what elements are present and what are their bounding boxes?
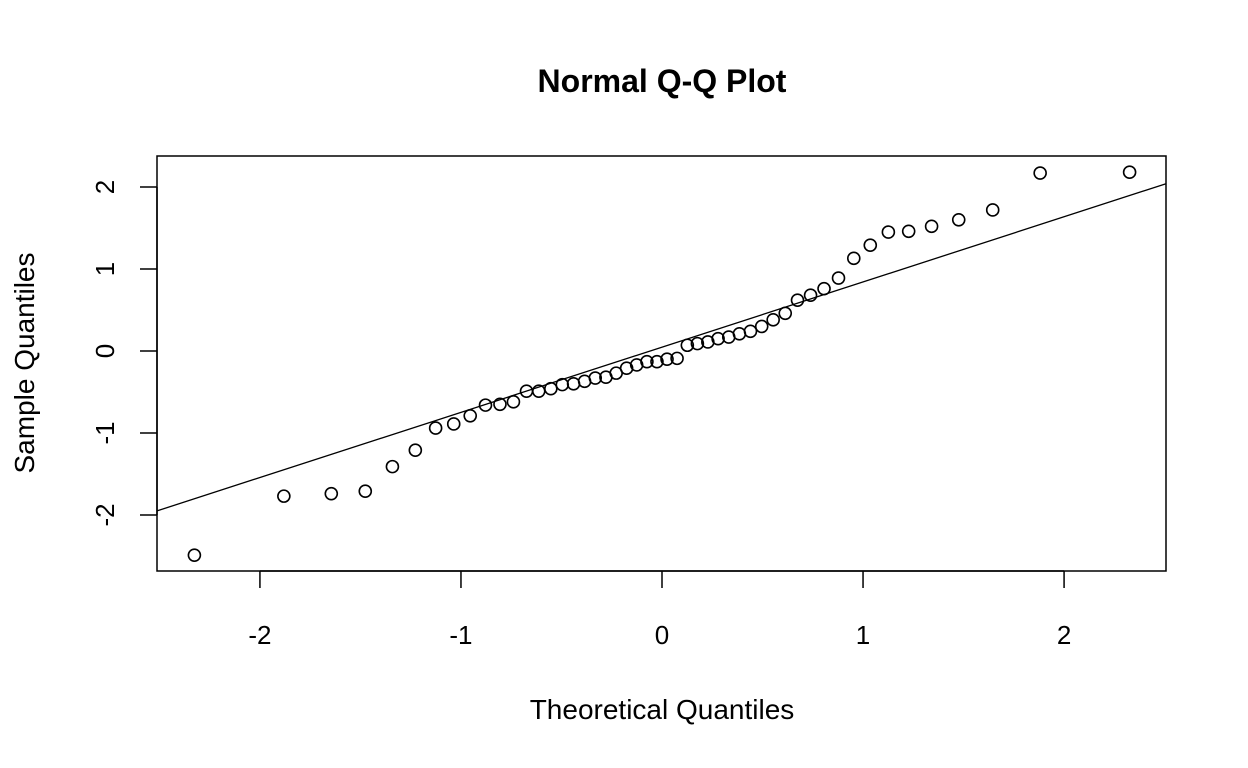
chart-title: Normal Q-Q Plot xyxy=(538,63,787,99)
data-point xyxy=(711,331,725,346)
data-point xyxy=(985,203,1000,217)
y-tick-label: -1 xyxy=(90,421,120,444)
data-point xyxy=(743,324,758,339)
data-point xyxy=(790,293,805,307)
data-point xyxy=(187,548,202,562)
y-tick-label: -2 xyxy=(90,503,120,526)
plot-frame xyxy=(156,155,1167,572)
y-tick-label: 0 xyxy=(90,344,120,358)
data-point xyxy=(640,354,654,369)
x-tick-label: -1 xyxy=(449,620,472,650)
x-tick-label: 1 xyxy=(856,620,870,650)
data-point xyxy=(670,351,684,366)
data-point xyxy=(650,354,664,369)
y-tick-label: 2 xyxy=(90,180,120,194)
x-axis: -2 -1 0 1 2 xyxy=(248,570,1071,650)
data-point xyxy=(506,395,521,409)
x-tick-label: -2 xyxy=(248,620,271,650)
data-point xyxy=(463,408,478,423)
y-axis: -2 -1 0 1 2 xyxy=(90,180,158,527)
data-point xyxy=(446,417,461,431)
data-point xyxy=(324,486,339,501)
qq-reference-line xyxy=(156,183,1167,512)
data-point xyxy=(846,251,861,266)
data-point xyxy=(831,271,846,285)
data-point xyxy=(1122,165,1137,180)
data-point xyxy=(732,326,747,341)
data-point xyxy=(478,398,493,412)
x-axis-label: Theoretical Quantiles xyxy=(530,694,795,725)
data-point xyxy=(1033,166,1047,180)
data-point xyxy=(817,281,831,296)
data-point xyxy=(690,336,705,351)
data-point xyxy=(358,484,373,499)
data-point xyxy=(778,306,793,321)
data-point xyxy=(951,212,966,227)
x-tick-label: 2 xyxy=(1057,620,1071,650)
data-point xyxy=(566,376,581,391)
data-point xyxy=(803,288,818,303)
data-point xyxy=(555,377,570,392)
data-point xyxy=(385,459,400,474)
data-point xyxy=(754,319,769,334)
data-point xyxy=(901,224,916,239)
data-point xyxy=(881,225,896,239)
data-point xyxy=(428,421,443,435)
data-point xyxy=(277,489,291,503)
data-point xyxy=(408,443,423,458)
y-tick-label: 1 xyxy=(90,262,120,276)
y-axis-label: Sample Quantiles xyxy=(9,252,40,473)
data-point xyxy=(766,313,780,327)
plot-marks xyxy=(156,165,1167,562)
data-point xyxy=(493,397,507,412)
data-point xyxy=(680,338,695,353)
data-point xyxy=(660,352,674,366)
data-point xyxy=(924,219,939,234)
data-point xyxy=(863,238,878,253)
data-point xyxy=(544,381,558,396)
data-point xyxy=(588,371,603,385)
x-tick-label: 0 xyxy=(655,620,669,650)
